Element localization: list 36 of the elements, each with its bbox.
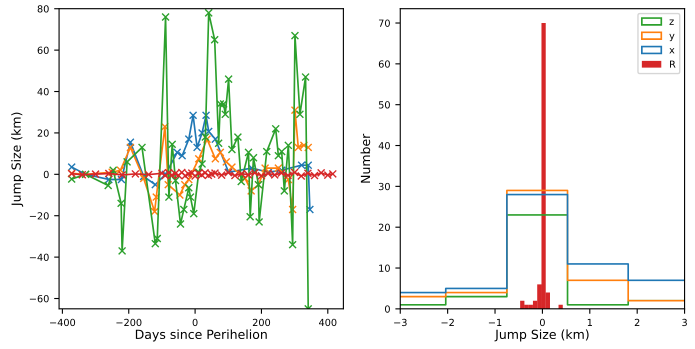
y-tick-label: 20	[378, 224, 390, 232]
x-tick-label: −2	[442, 318, 454, 326]
y-tick-label: 40	[37, 88, 49, 96]
x-tick-label: 3	[682, 318, 687, 326]
y-tick-label: −40	[30, 254, 49, 261]
y-tick-label: 30	[378, 182, 390, 190]
y-axis-title: Number	[360, 134, 370, 183]
x-tick-label: 0	[192, 318, 198, 326]
y-tick-label: 20	[38, 129, 49, 137]
y-tick-label: 60	[38, 46, 49, 54]
legend-label: x	[669, 48, 675, 54]
x-tick-label: 0	[540, 318, 545, 326]
x-tick-label: 200	[252, 318, 270, 326]
x-tick-label: −3	[394, 318, 407, 326]
x-axis-title: Jump Size (km)	[494, 329, 589, 342]
y-tick-label: 0	[384, 305, 390, 313]
y-tick-label: 60	[378, 60, 390, 68]
y-tick-label: −20	[30, 212, 49, 220]
x-tick-label: −400	[50, 318, 76, 326]
legend-label: R	[670, 60, 676, 68]
x-tick-label: −200	[116, 318, 142, 326]
x-tick-label: −1	[488, 318, 502, 326]
y-tick-label: 0	[44, 170, 49, 178]
y-tick-label: 10	[379, 264, 390, 272]
y-tick-label: 50	[378, 101, 390, 109]
y-axis-title: Jump Size (km)	[11, 112, 24, 207]
x-tick-label: 1	[588, 318, 592, 326]
legend-label: z	[669, 20, 674, 25]
y-tick-label: 70	[378, 19, 390, 27]
x-tick-label: 2	[634, 318, 640, 326]
y-tick-label: −60	[30, 294, 49, 302]
x-tick-label: 400	[318, 318, 336, 326]
y-tick-label: 80	[38, 5, 49, 13]
x-axis-title: Days since Perihelion	[136, 329, 267, 342]
y-tick-label: 40	[378, 142, 390, 150]
legend-label: y	[669, 34, 675, 42]
